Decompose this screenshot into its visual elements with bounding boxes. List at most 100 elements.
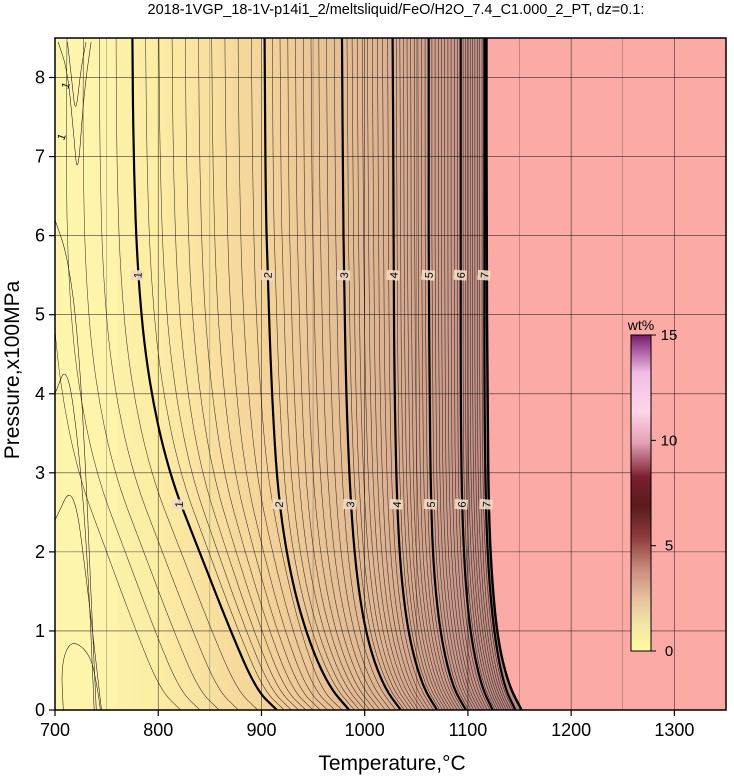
minor-contour bbox=[158, 38, 292, 710]
contour-label-low: 1 bbox=[60, 81, 73, 91]
y-tick-label: 5 bbox=[35, 305, 45, 325]
y-axis: 0 1 2 3 4 5 6 7 8 bbox=[35, 68, 55, 720]
x-axis: 700 800 900 1000 1100 1200 1300 bbox=[40, 710, 694, 740]
contour-label-text: 2 bbox=[262, 272, 274, 279]
minor-contour bbox=[382, 38, 430, 710]
minor-contour bbox=[251, 38, 343, 710]
major-contour-5 bbox=[427, 38, 467, 710]
chart-title: 2018-1VGP_18-1V-p14i1_2/meltsliquid/FeO/… bbox=[148, 2, 645, 18]
y-tick-label: 8 bbox=[35, 68, 45, 88]
major-contour-2 bbox=[263, 38, 351, 710]
contour-label-text: 3 bbox=[339, 272, 351, 279]
minor-contour bbox=[441, 38, 477, 710]
contour-label-3: 3 bbox=[336, 269, 351, 281]
minor-contour bbox=[424, 38, 464, 710]
contour-label-bg bbox=[453, 269, 468, 281]
contour-label-text: 4 bbox=[388, 272, 400, 279]
minor-contour bbox=[447, 38, 483, 710]
minor-contour bbox=[462, 38, 496, 710]
minor-contour bbox=[421, 38, 461, 710]
colorbar-tick-label: 15 bbox=[661, 327, 678, 344]
minor-contour bbox=[287, 38, 365, 710]
minor-contour bbox=[295, 38, 371, 710]
contour-label-6: 6 bbox=[454, 498, 469, 510]
colorbar-tick-label: 10 bbox=[661, 432, 678, 449]
x-tick-label: 700 bbox=[40, 720, 70, 740]
minor-contour bbox=[387, 38, 434, 710]
minor-contour bbox=[465, 38, 498, 710]
x-tick-label: 800 bbox=[143, 720, 173, 740]
y-tick-label: 2 bbox=[35, 542, 45, 562]
contour-label-7: 7 bbox=[477, 269, 492, 281]
contour-label-text: 7 bbox=[481, 501, 493, 508]
minor-contour bbox=[115, 38, 258, 710]
minor-contour bbox=[372, 38, 423, 710]
contour-label-text: 6 bbox=[456, 501, 468, 508]
y-tick-label: 1 bbox=[35, 621, 45, 641]
minor-contour bbox=[211, 38, 321, 710]
y-tick-label: 0 bbox=[35, 700, 45, 720]
contour-label-2: 2 bbox=[260, 269, 275, 281]
minor-contour bbox=[55, 373, 95, 710]
minor-contour bbox=[367, 38, 420, 710]
y-tick-label: 3 bbox=[35, 463, 45, 483]
minor-contour bbox=[55, 495, 102, 710]
minor-contours bbox=[55, 38, 514, 710]
minor-contour bbox=[57, 41, 92, 166]
minor-contour bbox=[66, 38, 201, 710]
contour-label-text: 2 bbox=[274, 501, 286, 508]
minor-contour bbox=[417, 38, 458, 710]
colorbar-ticks: 0 5 10 15 bbox=[651, 327, 677, 660]
y-tick-label: 7 bbox=[35, 147, 45, 167]
major-contour-1 bbox=[131, 38, 278, 710]
minor-contour bbox=[438, 38, 475, 710]
contour-label-1: 1 bbox=[130, 269, 145, 281]
minor-contour bbox=[472, 38, 505, 710]
major-contour-7 bbox=[483, 38, 517, 710]
minor-contour bbox=[434, 38, 472, 710]
contour-label-bg bbox=[389, 498, 404, 510]
minor-contour bbox=[145, 38, 285, 710]
major-contour-4 bbox=[391, 38, 438, 710]
minor-contour bbox=[303, 38, 376, 710]
x-tick-label: 1100 bbox=[449, 720, 488, 740]
contour-label-text: 3 bbox=[345, 501, 357, 508]
minor-contour bbox=[454, 38, 488, 710]
contour-label-text: 1 bbox=[132, 272, 144, 279]
contour-label-text: 7 bbox=[479, 272, 491, 279]
liquidus-line bbox=[485, 38, 523, 710]
contour-label-bg bbox=[479, 498, 493, 510]
minor-contour bbox=[406, 38, 449, 710]
contour-label-bg bbox=[421, 269, 436, 281]
contour-labels: 1 1 2 2 3 3 4 4 5 5 6 6 7 7 1 1 bbox=[55, 81, 494, 510]
major-contour-6 bbox=[459, 38, 494, 710]
colorbar-gradient bbox=[630, 334, 652, 652]
minor-contour bbox=[55, 219, 97, 710]
minor-contour bbox=[351, 38, 409, 710]
minor-contour bbox=[61, 643, 101, 710]
plot-frame bbox=[54, 37, 727, 711]
contour-label-3: 3 bbox=[342, 498, 357, 510]
minor-contour bbox=[310, 38, 381, 710]
minor-contour bbox=[326, 38, 391, 710]
contour-label-2: 2 bbox=[271, 498, 286, 510]
minor-contour bbox=[198, 38, 314, 710]
minor-contour bbox=[237, 38, 335, 710]
contour-label-bg bbox=[130, 269, 144, 281]
contour-label-text: 5 bbox=[423, 272, 435, 279]
contour-label-text: 1 bbox=[174, 501, 186, 508]
contour-label-bg bbox=[171, 498, 186, 510]
major-contours bbox=[131, 38, 523, 710]
y-axis-title: Pressure,x100MPa bbox=[1, 280, 24, 459]
colorbar-label: wt% bbox=[627, 317, 654, 333]
contour-label-bg bbox=[423, 498, 438, 510]
contour-label-text: 1 bbox=[55, 132, 68, 142]
minor-contour bbox=[279, 38, 360, 710]
x-tick-label: 1300 bbox=[654, 720, 694, 740]
contour-label-text: 1 bbox=[60, 81, 73, 91]
contour-label-5: 5 bbox=[423, 498, 438, 510]
minor-contour bbox=[272, 38, 355, 710]
contour-label-6: 6 bbox=[453, 269, 468, 281]
contour-label-4: 4 bbox=[389, 498, 404, 510]
x-tick-label: 900 bbox=[246, 720, 276, 740]
